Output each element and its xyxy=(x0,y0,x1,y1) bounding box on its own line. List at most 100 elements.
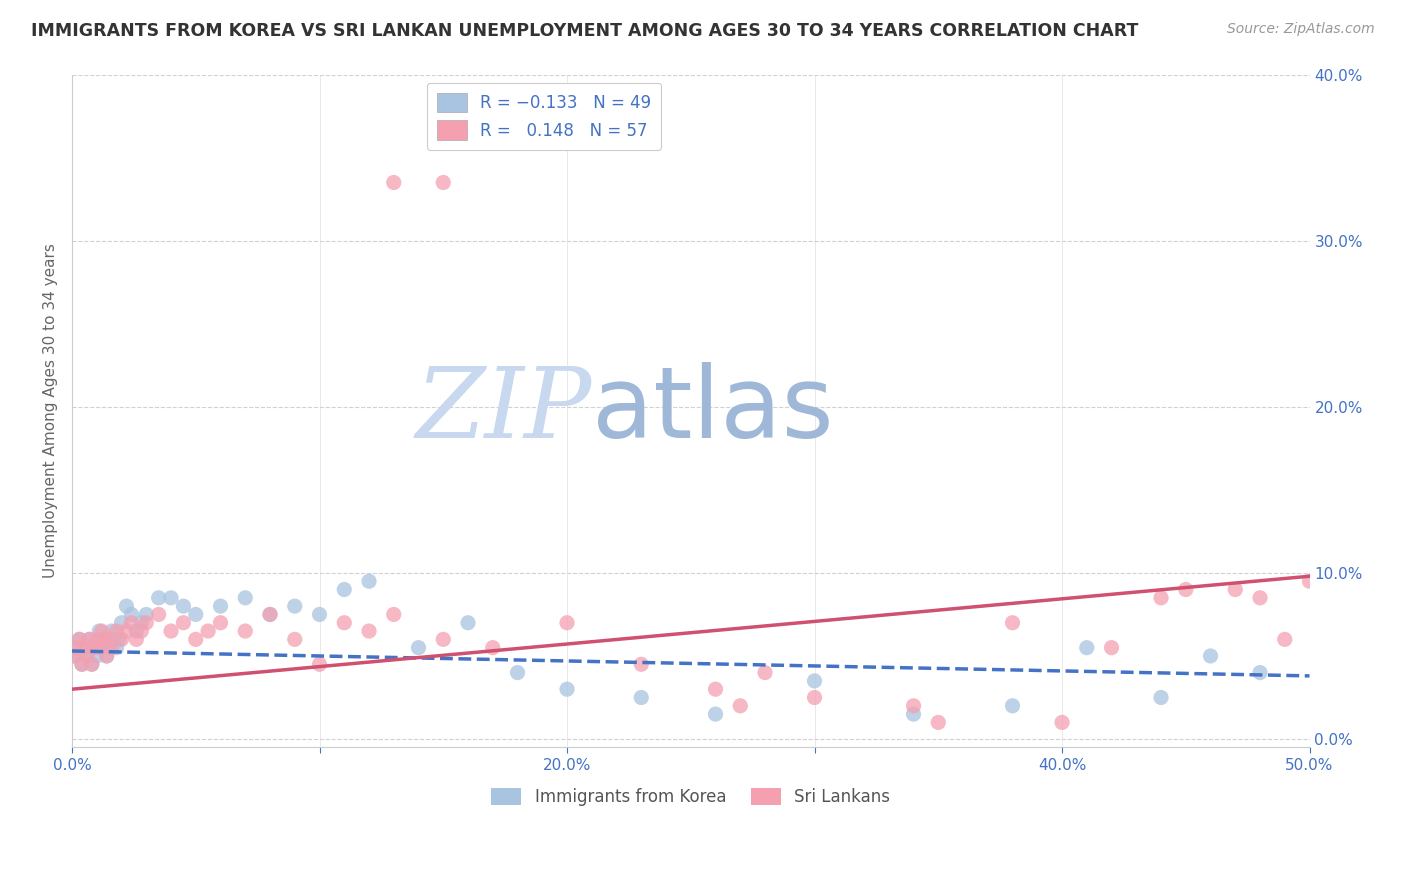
Point xyxy=(131,615,153,630)
Point xyxy=(1150,690,1173,705)
Point xyxy=(1225,582,1247,597)
Point xyxy=(803,690,825,705)
Point xyxy=(160,624,183,638)
Point xyxy=(93,632,115,647)
Point xyxy=(66,640,89,655)
Point xyxy=(209,599,232,614)
Point xyxy=(73,640,96,655)
Point xyxy=(73,640,96,655)
Point xyxy=(125,624,148,638)
Point xyxy=(115,624,138,638)
Text: atlas: atlas xyxy=(592,362,834,459)
Point xyxy=(382,607,405,622)
Point xyxy=(76,648,98,663)
Point xyxy=(481,640,503,655)
Point xyxy=(308,607,330,622)
Point xyxy=(86,632,108,647)
Point xyxy=(66,640,89,655)
Point xyxy=(93,632,115,647)
Point xyxy=(432,632,454,647)
Point xyxy=(754,665,776,680)
Point xyxy=(927,715,949,730)
Point xyxy=(1050,715,1073,730)
Point xyxy=(86,648,108,663)
Point xyxy=(70,657,93,672)
Point xyxy=(1076,640,1098,655)
Point xyxy=(1298,574,1320,589)
Point xyxy=(79,632,101,647)
Point xyxy=(357,574,380,589)
Point xyxy=(1001,615,1024,630)
Text: Source: ZipAtlas.com: Source: ZipAtlas.com xyxy=(1227,22,1375,37)
Point xyxy=(80,657,103,672)
Point xyxy=(131,624,153,638)
Point xyxy=(63,648,86,663)
Point xyxy=(555,615,578,630)
Text: ZIP: ZIP xyxy=(416,363,592,458)
Point xyxy=(100,640,122,655)
Point xyxy=(148,607,170,622)
Point xyxy=(308,657,330,672)
Point xyxy=(259,607,281,622)
Point xyxy=(79,632,101,647)
Point xyxy=(233,591,256,605)
Point xyxy=(903,707,925,722)
Point xyxy=(630,657,652,672)
Legend: Immigrants from Korea, Sri Lankans: Immigrants from Korea, Sri Lankans xyxy=(485,781,897,813)
Point xyxy=(63,648,86,663)
Point xyxy=(432,176,454,190)
Point xyxy=(90,624,112,638)
Point xyxy=(172,599,194,614)
Point xyxy=(89,640,111,655)
Point xyxy=(125,632,148,647)
Point xyxy=(1274,632,1296,647)
Point xyxy=(89,624,111,638)
Point xyxy=(98,640,121,655)
Point xyxy=(803,673,825,688)
Point xyxy=(357,624,380,638)
Point xyxy=(80,657,103,672)
Point xyxy=(108,632,131,647)
Point xyxy=(1150,591,1173,605)
Point xyxy=(1249,591,1271,605)
Point xyxy=(67,632,90,647)
Point xyxy=(96,648,118,663)
Point xyxy=(67,632,90,647)
Point xyxy=(105,640,128,655)
Point xyxy=(115,599,138,614)
Point xyxy=(555,682,578,697)
Point xyxy=(209,615,232,630)
Text: IMMIGRANTS FROM KOREA VS SRI LANKAN UNEMPLOYMENT AMONG AGES 30 TO 34 YEARS CORRE: IMMIGRANTS FROM KOREA VS SRI LANKAN UNEM… xyxy=(31,22,1139,40)
Point xyxy=(120,607,142,622)
Point xyxy=(83,640,105,655)
Point xyxy=(96,648,118,663)
Point xyxy=(333,582,356,597)
Point xyxy=(100,624,122,638)
Point xyxy=(704,682,727,697)
Point xyxy=(730,698,752,713)
Point xyxy=(90,640,112,655)
Point xyxy=(70,657,93,672)
Point xyxy=(284,632,307,647)
Point xyxy=(408,640,430,655)
Point xyxy=(1101,640,1123,655)
Point xyxy=(1249,665,1271,680)
Point xyxy=(457,615,479,630)
Point xyxy=(233,624,256,638)
Point xyxy=(903,698,925,713)
Point xyxy=(259,607,281,622)
Point xyxy=(382,176,405,190)
Point xyxy=(184,607,207,622)
Point xyxy=(333,615,356,630)
Point xyxy=(105,624,128,638)
Y-axis label: Unemployment Among Ages 30 to 34 years: Unemployment Among Ages 30 to 34 years xyxy=(44,244,58,578)
Point xyxy=(160,591,183,605)
Point xyxy=(110,615,132,630)
Point xyxy=(148,591,170,605)
Point xyxy=(1174,582,1197,597)
Point xyxy=(120,615,142,630)
Point xyxy=(98,632,121,647)
Point xyxy=(135,607,157,622)
Point xyxy=(76,648,98,663)
Point xyxy=(83,640,105,655)
